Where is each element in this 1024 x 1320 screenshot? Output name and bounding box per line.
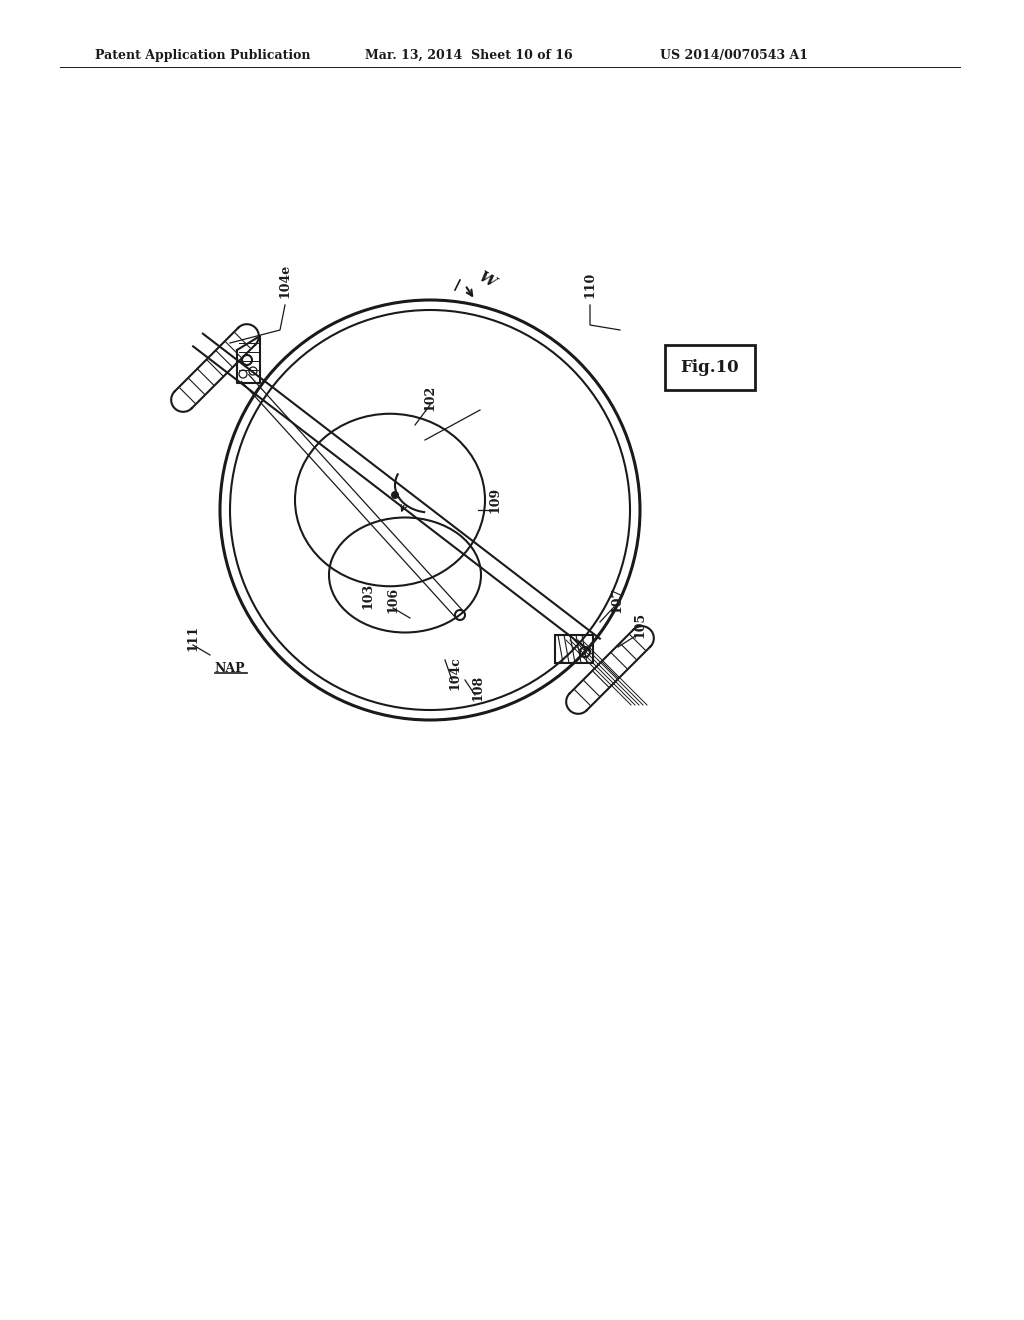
Text: 111: 111	[186, 624, 200, 651]
Text: 104e: 104e	[279, 264, 292, 298]
Text: 105: 105	[634, 612, 646, 638]
Text: 108: 108	[471, 675, 484, 701]
Text: 106: 106	[386, 587, 399, 612]
Bar	[555, 635, 593, 663]
Circle shape	[391, 491, 399, 499]
Text: 104c: 104c	[449, 656, 462, 690]
Text: Fig.10: Fig.10	[681, 359, 739, 376]
Text: US 2014/0070543 A1: US 2014/0070543 A1	[660, 49, 808, 62]
Text: 110: 110	[584, 272, 597, 298]
Text: NAP: NAP	[215, 661, 246, 675]
Bar	[665, 345, 755, 389]
Text: 102: 102	[424, 385, 436, 411]
Text: Mar. 13, 2014  Sheet 10 of 16: Mar. 13, 2014 Sheet 10 of 16	[365, 49, 572, 62]
Text: 103: 103	[361, 583, 375, 609]
Text: Patent Application Publication: Patent Application Publication	[95, 49, 310, 62]
Text: 107: 107	[610, 587, 624, 612]
Text: 109: 109	[488, 487, 502, 513]
Text: W: W	[476, 269, 498, 290]
